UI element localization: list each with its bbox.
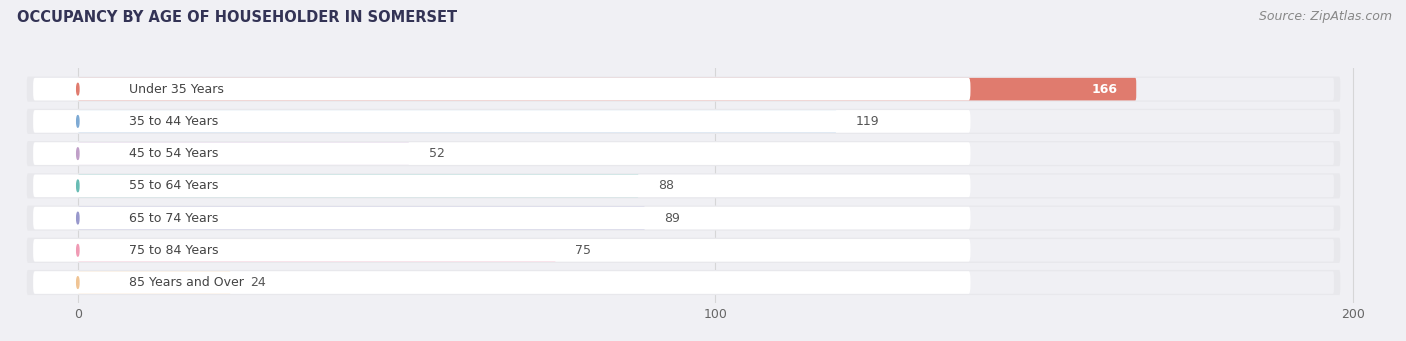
FancyBboxPatch shape <box>34 78 970 101</box>
FancyBboxPatch shape <box>34 271 970 294</box>
FancyBboxPatch shape <box>34 207 1334 229</box>
Text: 24: 24 <box>250 276 266 289</box>
FancyBboxPatch shape <box>34 110 970 133</box>
Text: OCCUPANCY BY AGE OF HOUSEHOLDER IN SOMERSET: OCCUPANCY BY AGE OF HOUSEHOLDER IN SOMER… <box>17 10 457 25</box>
FancyBboxPatch shape <box>77 207 645 229</box>
FancyBboxPatch shape <box>34 142 1334 165</box>
Circle shape <box>77 116 79 127</box>
FancyBboxPatch shape <box>34 271 1334 294</box>
FancyBboxPatch shape <box>27 77 1340 102</box>
FancyBboxPatch shape <box>34 142 970 165</box>
Circle shape <box>77 212 79 224</box>
Text: 85 Years and Over: 85 Years and Over <box>129 276 243 289</box>
Text: 75: 75 <box>575 244 591 257</box>
Circle shape <box>77 277 79 288</box>
FancyBboxPatch shape <box>34 175 1334 197</box>
Text: Under 35 Years: Under 35 Years <box>129 83 224 95</box>
FancyBboxPatch shape <box>34 110 1334 133</box>
Text: 35 to 44 Years: 35 to 44 Years <box>129 115 218 128</box>
FancyBboxPatch shape <box>34 239 970 262</box>
FancyBboxPatch shape <box>27 141 1340 166</box>
FancyBboxPatch shape <box>27 206 1340 231</box>
Text: 75 to 84 Years: 75 to 84 Years <box>129 244 218 257</box>
FancyBboxPatch shape <box>34 78 1334 101</box>
FancyBboxPatch shape <box>77 239 555 262</box>
Circle shape <box>77 148 79 159</box>
FancyBboxPatch shape <box>77 110 837 133</box>
FancyBboxPatch shape <box>34 175 970 197</box>
FancyBboxPatch shape <box>77 78 1136 101</box>
Circle shape <box>77 83 79 95</box>
FancyBboxPatch shape <box>27 238 1340 263</box>
FancyBboxPatch shape <box>34 239 1334 262</box>
FancyBboxPatch shape <box>27 173 1340 198</box>
Text: 119: 119 <box>856 115 879 128</box>
Text: 45 to 54 Years: 45 to 54 Years <box>129 147 218 160</box>
Text: 65 to 74 Years: 65 to 74 Years <box>129 211 218 225</box>
Text: 89: 89 <box>665 211 681 225</box>
Circle shape <box>77 180 79 192</box>
FancyBboxPatch shape <box>77 142 409 165</box>
FancyBboxPatch shape <box>77 271 231 294</box>
Circle shape <box>77 244 79 256</box>
Text: 166: 166 <box>1091 83 1118 95</box>
Text: 88: 88 <box>658 179 673 192</box>
Text: Source: ZipAtlas.com: Source: ZipAtlas.com <box>1258 10 1392 23</box>
Text: 52: 52 <box>429 147 444 160</box>
FancyBboxPatch shape <box>27 109 1340 134</box>
FancyBboxPatch shape <box>27 270 1340 295</box>
FancyBboxPatch shape <box>77 175 638 197</box>
FancyBboxPatch shape <box>34 207 970 229</box>
Text: 55 to 64 Years: 55 to 64 Years <box>129 179 218 192</box>
